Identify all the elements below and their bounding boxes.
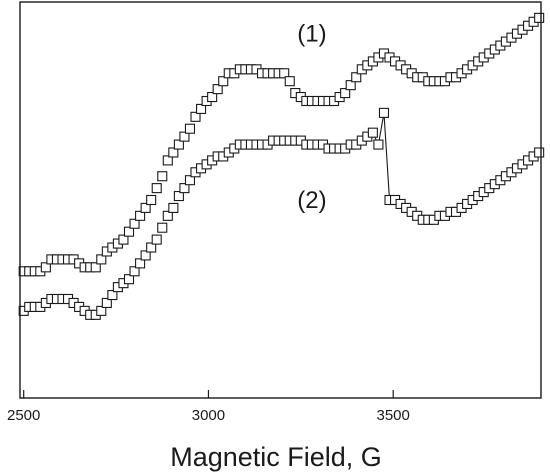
series-label-2: (2) — [297, 187, 326, 214]
series-2-point — [101, 297, 112, 309]
series-1-point — [173, 139, 184, 150]
series-2-point — [179, 183, 190, 194]
x-axis-title: Magnetic Field, G — [170, 442, 382, 472]
series-1-point — [345, 80, 356, 91]
series-2-point — [367, 127, 378, 138]
series-1-point — [40, 262, 51, 273]
series-1-point — [218, 76, 229, 87]
series-2-point — [140, 250, 151, 261]
series-1-point — [135, 210, 146, 221]
series-1-point — [190, 111, 201, 122]
series-1-point — [123, 226, 135, 237]
series-1-point — [118, 234, 129, 245]
x-tick-label: 3500 — [377, 407, 410, 424]
series-label-1: (1) — [297, 21, 326, 48]
series-2-point — [129, 266, 140, 277]
series-2-point — [123, 274, 135, 285]
series-1-point — [179, 131, 190, 142]
series-2-point — [168, 202, 179, 213]
series-2-point — [135, 258, 146, 269]
series-1-point — [96, 254, 107, 265]
series-1-point — [351, 72, 362, 83]
series-2-point — [146, 242, 157, 253]
plot-frame — [19, 1, 542, 399]
series-2-point — [162, 210, 173, 221]
series-1-point — [184, 123, 196, 134]
series-1-point — [196, 103, 207, 114]
series-2-point — [96, 305, 107, 316]
x-tick-label: 2500 — [7, 407, 40, 424]
series-2-point — [107, 289, 118, 301]
series-2-peak-line — [372, 112, 391, 201]
series-1-point — [90, 262, 101, 273]
x-axis: 2500 3000 3500 — [7, 1, 542, 424]
series-1-point — [279, 68, 290, 79]
series-1-point — [207, 91, 218, 103]
series-2-point — [534, 147, 545, 158]
series-1-point — [168, 147, 179, 158]
series-1-point — [140, 202, 151, 213]
series-1-point — [340, 88, 351, 99]
series-1-point — [212, 84, 223, 95]
series-1-point — [129, 218, 140, 229]
series-1-point — [162, 155, 173, 166]
series-2-point — [157, 222, 168, 233]
series-2-point — [173, 190, 184, 202]
series-1-point — [151, 183, 162, 194]
series-2-point — [151, 234, 162, 245]
series-1-point — [534, 12, 545, 23]
x-tick-label: 3000 — [192, 407, 225, 424]
series-2-point — [378, 107, 390, 118]
series-2-point — [373, 139, 384, 150]
plot-area: (1) (2) — [18, 12, 545, 320]
series-1-point — [157, 171, 168, 182]
series-1-point — [146, 194, 157, 206]
series-2-point — [184, 175, 196, 186]
series-1-point — [284, 76, 295, 87]
